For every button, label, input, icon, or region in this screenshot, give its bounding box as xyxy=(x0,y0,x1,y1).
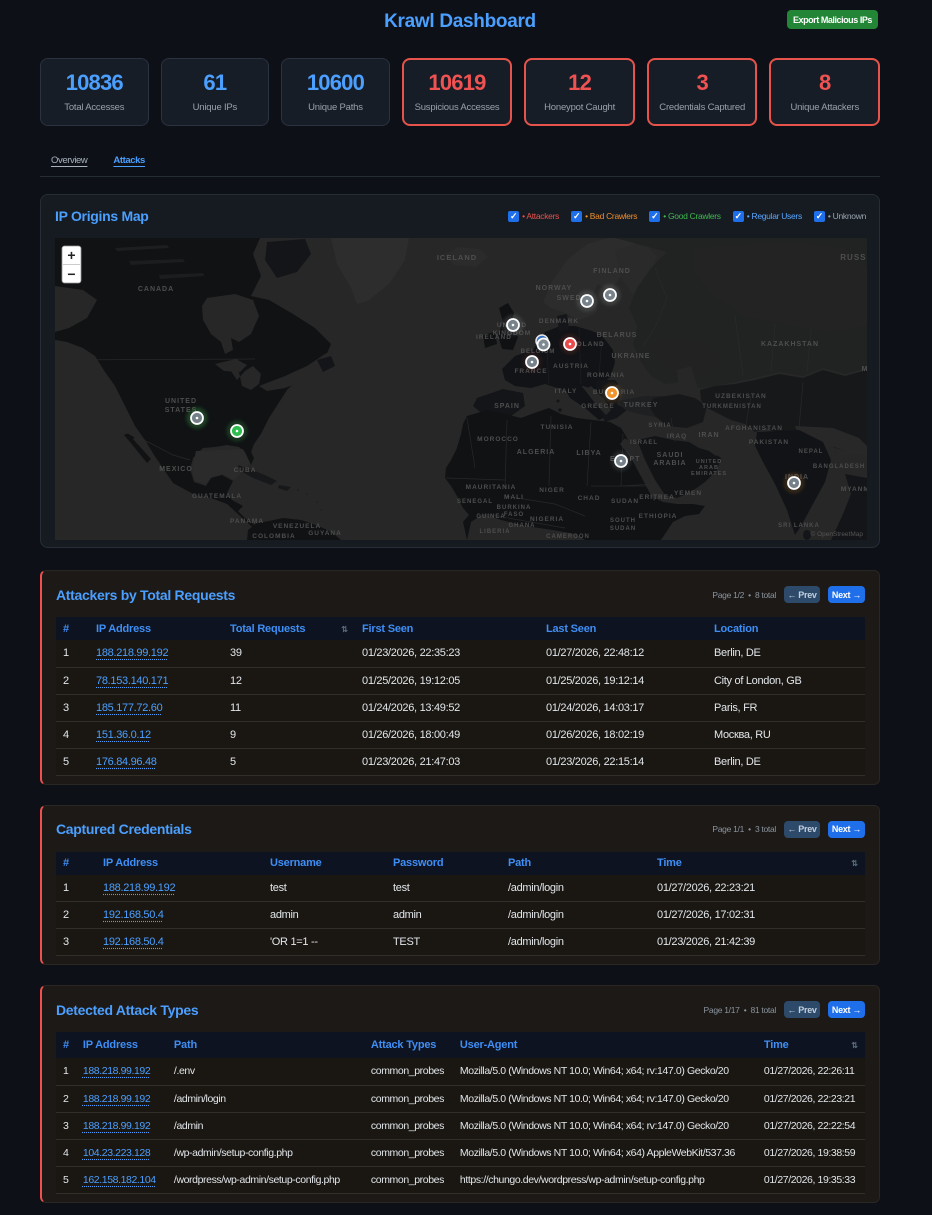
svg-text:LIBERIA: LIBERIA xyxy=(480,529,511,535)
svg-text:NIGER: NIGER xyxy=(539,487,565,494)
svg-text:KAZAKHSTAN: KAZAKHSTAN xyxy=(761,341,819,348)
svg-text:MOROCCO: MOROCCO xyxy=(477,436,519,443)
svg-text:IRAQ: IRAQ xyxy=(667,433,687,440)
svg-text:CAMEROON: CAMEROON xyxy=(546,534,590,540)
svg-text:COLOMBIA: COLOMBIA xyxy=(252,533,295,540)
svg-text:FRANCE: FRANCE xyxy=(514,368,547,375)
svg-text:SENEGAL: SENEGAL xyxy=(457,499,493,505)
svg-text:AUSTRIA: AUSTRIA xyxy=(553,363,589,370)
svg-text:GUATEMALA: GUATEMALA xyxy=(192,493,242,500)
svg-text:© OpenStreetMap: © OpenStreetMap xyxy=(811,530,864,538)
svg-text:POLAND: POLAND xyxy=(571,341,604,348)
svg-text:SRI LANKA: SRI LANKA xyxy=(778,523,820,529)
svg-text:CHAD: CHAD xyxy=(578,495,601,502)
svg-text:SYRIA: SYRIA xyxy=(648,423,671,429)
svg-text:M: M xyxy=(862,366,867,373)
svg-text:ITALY: ITALY xyxy=(555,388,578,395)
svg-text:−: − xyxy=(67,266,75,282)
svg-text:MYANMAR: MYANMAR xyxy=(841,486,867,493)
svg-text:TUNISIA: TUNISIA xyxy=(541,424,574,431)
svg-text:VENEZUELA: VENEZUELA xyxy=(273,523,321,530)
svg-text:GREECE: GREECE xyxy=(581,403,614,410)
svg-text:GUINEA: GUINEA xyxy=(476,514,505,520)
svg-text:SUDAN: SUDAN xyxy=(611,498,639,505)
svg-text:ARABIA: ARABIA xyxy=(653,460,686,467)
svg-text:MEXICO: MEXICO xyxy=(159,466,193,473)
svg-text:PT: PT xyxy=(630,456,641,463)
svg-text:GUYANA: GUYANA xyxy=(308,530,342,537)
svg-text:UNITED: UNITED xyxy=(696,459,722,465)
svg-text:ARAB: ARAB xyxy=(699,465,719,471)
svg-text:TURKEY: TURKEY xyxy=(624,402,659,409)
svg-text:PAKISTAN: PAKISTAN xyxy=(749,439,789,446)
svg-text:PANAMA: PANAMA xyxy=(230,518,264,525)
svg-text:SUDAN: SUDAN xyxy=(610,526,636,532)
svg-text:UNITED: UNITED xyxy=(165,398,197,405)
svg-text:SWEDEN: SWEDEN xyxy=(557,295,594,302)
svg-text:EMIRATES: EMIRATES xyxy=(691,471,727,477)
svg-text:MALI: MALI xyxy=(504,494,524,501)
svg-text:TURKMENISTAN: TURKMENISTAN xyxy=(702,404,762,410)
svg-text:ROMANIA: ROMANIA xyxy=(587,372,625,379)
svg-text:RUSSI: RUSSI xyxy=(840,253,867,262)
svg-text:IRAN: IRAN xyxy=(698,432,719,439)
svg-text:UKRAINE: UKRAINE xyxy=(612,353,651,360)
svg-text:ICELAND: ICELAND xyxy=(437,253,477,262)
svg-text:AFGHANISTAN: AFGHANISTAN xyxy=(725,425,783,432)
svg-text:ERITREA: ERITREA xyxy=(639,494,675,501)
svg-text:BELARUS: BELARUS xyxy=(597,332,638,339)
svg-text:DENMARK: DENMARK xyxy=(539,318,579,325)
svg-text:CANADA: CANADA xyxy=(138,286,174,293)
svg-text:FINLAND: FINLAND xyxy=(593,268,631,275)
svg-text:LIBYA: LIBYA xyxy=(576,450,601,457)
svg-text:SOUTH: SOUTH xyxy=(610,518,636,524)
svg-text:+: + xyxy=(67,247,75,263)
svg-text:CUBA: CUBA xyxy=(234,467,257,474)
svg-text:MAURITANIA: MAURITANIA xyxy=(466,484,517,491)
svg-text:SPAIN: SPAIN xyxy=(494,403,520,410)
svg-text:ISRAEL: ISRAEL xyxy=(630,440,658,446)
svg-text:NIGERIA: NIGERIA xyxy=(530,516,564,523)
svg-text:BURKINA: BURKINA xyxy=(497,505,532,511)
svg-text:FASO: FASO xyxy=(504,512,524,518)
svg-text:ALGERIA: ALGERIA xyxy=(517,449,556,456)
svg-text:NORWAY: NORWAY xyxy=(536,285,573,292)
svg-text:BELGIUM: BELGIUM xyxy=(521,349,556,355)
svg-text:NEPAL: NEPAL xyxy=(799,449,824,455)
svg-text:UZBEKISTAN: UZBEKISTAN xyxy=(715,393,766,400)
svg-text:SAUDI: SAUDI xyxy=(657,452,684,459)
svg-text:BANGLADESH: BANGLADESH xyxy=(813,464,865,470)
svg-text:YEMEN: YEMEN xyxy=(674,490,702,497)
svg-text:STATES: STATES xyxy=(165,407,198,414)
svg-text:GHANA: GHANA xyxy=(509,523,536,529)
svg-text:ETHIOPIA: ETHIOPIA xyxy=(639,513,678,520)
svg-text:IRELAND: IRELAND xyxy=(476,334,512,341)
